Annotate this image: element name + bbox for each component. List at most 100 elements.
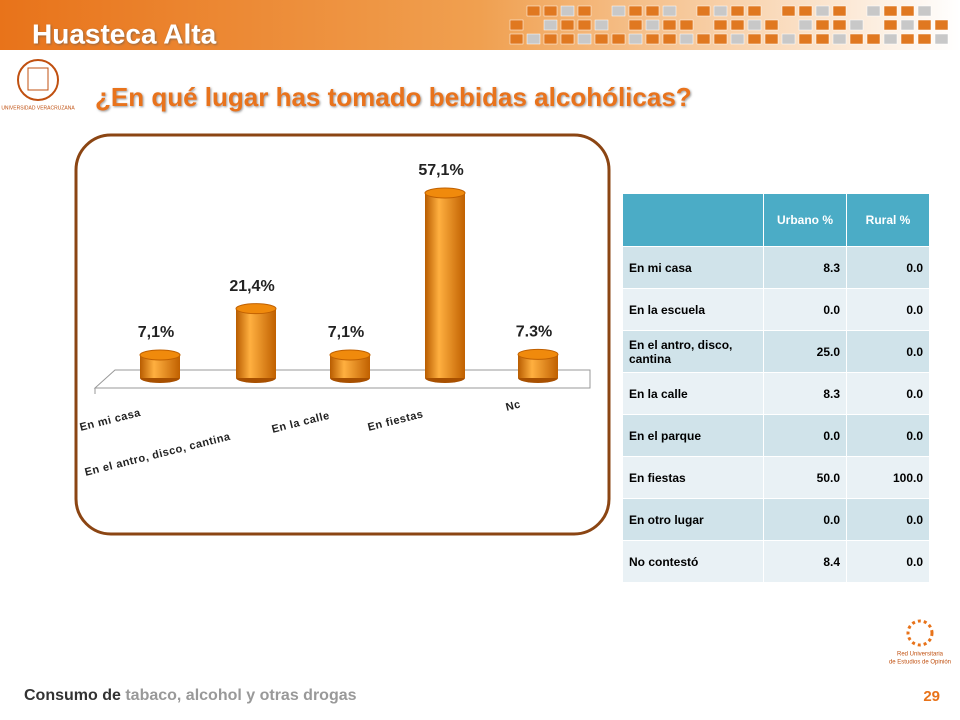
pattern-square	[662, 33, 677, 45]
bar	[235, 303, 277, 383]
pattern-square	[577, 5, 592, 17]
pattern-square	[577, 33, 592, 45]
bar-body	[425, 193, 465, 378]
pattern-square	[526, 5, 541, 17]
pattern-square	[900, 19, 915, 31]
table-body: En mi casa 8.3 0.0 En la escuela 0.0 0.0 En el…	[622, 246, 930, 583]
pattern-square	[747, 33, 762, 45]
bar	[517, 348, 559, 383]
pattern-square	[560, 19, 575, 31]
header-title: Huasteca Alta	[32, 18, 217, 49]
pattern-square	[917, 33, 932, 45]
pattern-square	[696, 5, 711, 17]
table-cell: 0.0	[846, 498, 930, 541]
pattern-square	[815, 5, 830, 17]
pattern-square	[543, 19, 558, 31]
row-label: En la escuela	[622, 288, 764, 331]
pattern-square	[543, 33, 558, 45]
pattern-square	[645, 19, 660, 31]
table-row: En el parque 0.0 0.0	[622, 414, 930, 457]
pattern-square	[883, 5, 898, 17]
bar-body	[236, 308, 276, 378]
pattern-square	[645, 33, 660, 45]
pattern-square	[611, 33, 626, 45]
data-table: Urbano % Rural % En mi casa 8.3 0.0 En la es…	[622, 193, 930, 583]
pattern-square	[764, 19, 779, 31]
pattern-square	[815, 33, 830, 45]
table-cell: 0.0	[763, 288, 847, 331]
pattern-square	[730, 33, 745, 45]
bar-body	[518, 354, 558, 378]
data-label: 57,1%	[418, 162, 463, 179]
pattern-square	[679, 33, 694, 45]
pattern-square	[883, 33, 898, 45]
column-header: Rural %	[846, 193, 930, 247]
table-row: No contestó 8.4 0.0	[622, 540, 930, 583]
footer-topic-a: Consumo de	[24, 687, 121, 704]
pattern-square	[730, 5, 745, 17]
pattern-square	[696, 33, 711, 45]
pattern-square	[832, 5, 847, 17]
row-label: En fiestas	[622, 456, 764, 499]
pattern-square	[798, 33, 813, 45]
data-label: 21,4%	[229, 278, 274, 295]
pattern-square	[679, 19, 694, 31]
table-cell: 0.0	[846, 246, 930, 289]
column-header: Urbano %	[763, 193, 847, 247]
table-cell: 8.4	[763, 540, 847, 583]
bar-body	[140, 354, 180, 378]
pattern-square	[628, 33, 643, 45]
pattern-square	[917, 19, 932, 31]
pattern-square	[815, 19, 830, 31]
chart-title: ¿En qué lugar has tomado bebidas alcohól…	[95, 82, 692, 112]
table-cell: 0.0	[846, 288, 930, 331]
pattern-square	[747, 19, 762, 31]
org-logo-mark	[906, 619, 934, 647]
pattern-square	[781, 5, 796, 17]
org-name: de Estudios de Opinión	[889, 660, 951, 666]
pattern-square	[866, 5, 881, 17]
data-label: 7.3%	[516, 324, 552, 341]
table-row: En la calle 8.3 0.0	[622, 372, 930, 415]
table-cell: 0.0	[763, 414, 847, 457]
table-cell: 0.0	[846, 330, 930, 373]
table-cell: 0.0	[846, 414, 930, 457]
bar-top	[424, 187, 466, 199]
table-cell: 0.0	[846, 372, 930, 415]
pattern-square	[526, 33, 541, 45]
bar-body	[330, 354, 370, 378]
pattern-square	[577, 19, 592, 31]
bar	[424, 187, 466, 383]
table-row: En fiestas 50.0 100.0	[622, 456, 930, 499]
org-name: Red Universitaria	[897, 652, 944, 658]
pattern-square	[628, 5, 643, 17]
pattern-square	[543, 5, 558, 17]
table-row: En mi casa 8.3 0.0	[622, 246, 930, 289]
corner-cell	[622, 193, 764, 247]
row-label: En mi casa	[622, 246, 764, 289]
table-row: En la escuela 0.0 0.0	[622, 288, 930, 331]
table-cell: 8.3	[763, 246, 847, 289]
row-label: En el antro, disco, cantina	[622, 330, 764, 373]
x-tick-label: Nc	[505, 398, 523, 413]
pattern-square	[849, 19, 864, 31]
table-cell: 25.0	[763, 330, 847, 373]
pattern-square	[509, 33, 524, 45]
pattern-square	[798, 5, 813, 17]
row-label: En otro lugar	[622, 498, 764, 541]
pattern-square	[900, 5, 915, 17]
pattern-square	[798, 19, 813, 31]
table-cell: 0.0	[846, 540, 930, 583]
table-header: Urbano % Rural %	[622, 193, 930, 247]
org-logo: Red Universitaria de Estudios de Opinión	[889, 619, 951, 666]
row-label: En la calle	[622, 372, 764, 415]
row-label: En el parque	[622, 414, 764, 457]
table-row: En el antro, disco, cantina 25.0 0.0	[622, 330, 930, 373]
bar-top	[329, 349, 371, 361]
pattern-square	[594, 33, 609, 45]
bar	[329, 349, 371, 383]
page-number: 29	[923, 688, 940, 705]
pattern-square	[628, 19, 643, 31]
